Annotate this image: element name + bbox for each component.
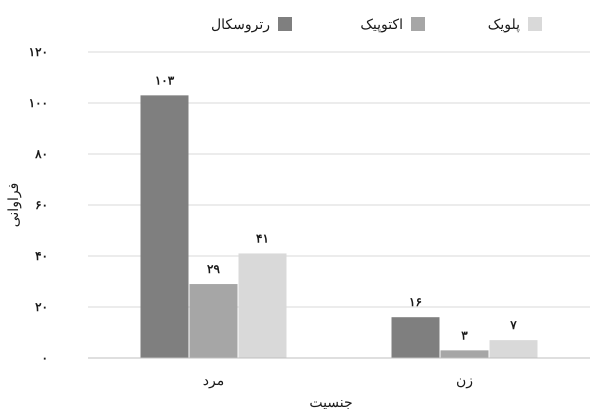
data-label: ۲۹ — [207, 262, 220, 276]
x-axis-categories: مرد زن — [203, 373, 473, 389]
y-tick-label: ۶۰ — [35, 198, 48, 212]
data-label: ۱۰۳ — [155, 73, 175, 87]
data-label: ۴۱ — [256, 231, 269, 245]
x-axis-title: جنسیت — [309, 395, 352, 411]
legend: رتروسکال اکتوپیک پلویک — [211, 17, 542, 33]
legend-swatch — [411, 17, 425, 31]
x-category-label: مرد — [203, 373, 224, 389]
y-tick-label: ۴۰ — [35, 249, 48, 263]
legend-label: اکتوپیک — [360, 17, 403, 33]
y-tick-label: ۲۰ — [35, 300, 48, 314]
data-labels: ۱۰۳ ۲۹ ۴۱ ۱۶ ۳ ۷ — [155, 73, 517, 342]
y-axis-title: فراوانی — [6, 183, 22, 228]
y-tick-label: ۱۰۰ — [29, 96, 48, 110]
legend-swatch — [528, 17, 542, 31]
data-label: ۱۶ — [409, 295, 422, 309]
y-tick-label: ۰ — [42, 351, 48, 365]
y-tick-label: ۸۰ — [34, 147, 48, 161]
bar-3-1 — [238, 253, 287, 358]
bar-2-2 — [440, 350, 489, 358]
legend-label: رتروسکال — [211, 17, 270, 33]
bar-3-2 — [489, 340, 538, 358]
bar-2-1 — [189, 284, 238, 358]
legend-swatch — [278, 17, 292, 31]
y-axis-ticks: ۰ ۲۰ ۴۰ ۶۰ ۸۰ ۱۰۰ ۱۲۰ — [29, 45, 48, 365]
bar-1-2 — [391, 317, 440, 358]
bar-1-1 — [140, 95, 189, 358]
legend-label: پلویک — [488, 17, 520, 33]
data-label: ۷ — [509, 318, 517, 332]
bars — [140, 95, 538, 358]
y-tick-label: ۱۲۰ — [29, 45, 48, 59]
data-label: ۳ — [461, 328, 468, 342]
x-category-label: زن — [456, 373, 473, 389]
